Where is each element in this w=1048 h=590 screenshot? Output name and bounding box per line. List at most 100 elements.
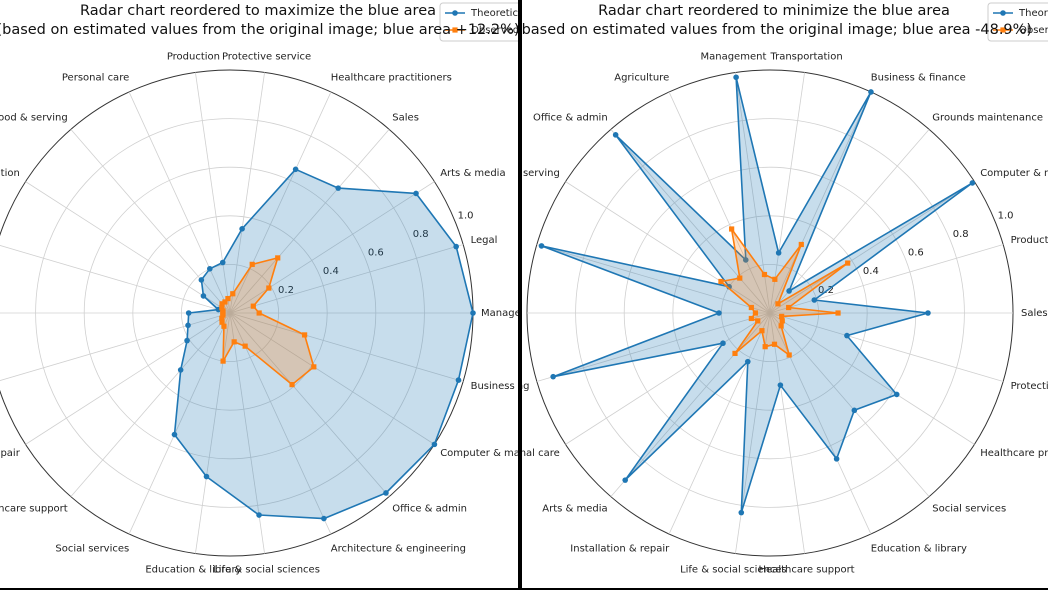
spoke: [0, 245, 231, 314]
series-marker: [833, 456, 840, 462]
series-marker: [239, 226, 245, 232]
series-marker: [798, 241, 804, 248]
spoke: [128, 91, 231, 314]
spoke: [610, 312, 771, 497]
spoke: [769, 244, 1004, 314]
category-label: Management: [700, 52, 766, 63]
spoke: [536, 312, 771, 382]
spoke: [70, 129, 231, 314]
series-marker: [219, 315, 225, 321]
series-marker: [221, 323, 227, 329]
spoke: [769, 312, 872, 535]
series-marker: [835, 310, 841, 316]
legend-marker: [452, 27, 458, 33]
category-label: Social services: [55, 544, 129, 555]
series-marker: [622, 477, 628, 483]
series-marker: [249, 261, 255, 267]
series-marker: [171, 431, 178, 438]
category-label: Food & serving: [0, 112, 68, 123]
series-marker: [716, 310, 722, 316]
series-marker: [718, 278, 724, 285]
category-label: Computer & math: [440, 448, 530, 459]
category-label: Social services: [932, 504, 1006, 515]
series-marker: [453, 243, 459, 250]
category-label: Transportation: [0, 168, 20, 179]
series-marker: [786, 352, 792, 358]
category-label: Healthcare support: [759, 564, 855, 575]
spoke: [565, 181, 771, 314]
series-marker: [321, 515, 327, 522]
radial-tick-label: 1.0: [998, 210, 1014, 221]
series-marker: [219, 319, 225, 325]
spoke: [195, 72, 231, 314]
series-marker: [292, 166, 299, 173]
spoke: [769, 72, 805, 314]
radial-tick-label: 0.4: [863, 266, 879, 277]
spoke: [229, 91, 332, 314]
panel-background: [522, 0, 1048, 588]
series-marker: [752, 310, 759, 316]
series-marker: [893, 391, 900, 398]
category-label: Life & social sciences: [213, 564, 320, 575]
category-label: Business & finance: [871, 72, 966, 83]
spoke: [610, 129, 771, 314]
category-label: Sales: [392, 112, 419, 123]
series-marker: [275, 255, 281, 261]
category-label: Legal: [471, 235, 498, 246]
series-marker: [732, 350, 738, 357]
series-marker: [207, 265, 213, 272]
legend-marker: [452, 10, 458, 16]
spoke: [536, 244, 771, 314]
series-marker: [759, 328, 765, 334]
category-label: Education & library: [145, 564, 241, 575]
series-marker: [786, 304, 792, 311]
category-label: Agriculture: [614, 72, 669, 83]
series-marker: [185, 322, 191, 329]
radial-tick-label: 0.6: [368, 248, 384, 259]
series-marker: [256, 310, 262, 316]
series-marker: [185, 310, 192, 316]
series-marker: [925, 310, 931, 316]
left-panel: Management Legal Arts & media Sales Healthca…: [0, 0, 547, 588]
series-marker: [738, 509, 745, 516]
series-marker: [720, 340, 726, 347]
chart-title: Radar chart reordered to minimize the bl…: [598, 3, 950, 19]
category-label: Production: [1011, 235, 1048, 246]
category-label: Life & social sciences: [680, 564, 787, 575]
spoke: [229, 181, 435, 314]
series-marker: [748, 315, 754, 322]
series-marker: [250, 303, 256, 309]
category-label: Architecture & engineering: [331, 544, 466, 555]
category-label: Transportation: [769, 52, 842, 63]
series-marker: [225, 295, 231, 302]
category-label: Office & admin: [533, 112, 608, 123]
radial-tick-label: 0.2: [818, 285, 834, 296]
radial-tick-label: 0.6: [908, 248, 924, 259]
spoke: [229, 312, 435, 445]
series-marker: [612, 132, 619, 138]
series-marker: [733, 74, 739, 81]
category-label: Protective service: [222, 52, 311, 63]
series-marker: [748, 304, 754, 311]
category-label: Installation & repair: [570, 544, 670, 555]
legend-marker: [1000, 10, 1006, 16]
spoke: [769, 312, 1004, 382]
series-marker: [302, 332, 308, 338]
spoke: [25, 181, 231, 314]
radial-tick-label: 0.8: [953, 229, 969, 240]
chart-subtitle: (based on estimated values from the orig…: [0, 22, 520, 38]
series-marker: [779, 318, 785, 324]
series-marker: [761, 271, 768, 278]
category-label: Food & serving: [485, 168, 560, 179]
category-label: Management: [481, 308, 547, 319]
legend-label: Theoretical: [470, 8, 527, 19]
series-marker: [742, 257, 749, 263]
spoke: [0, 312, 231, 381]
spoke: [229, 129, 390, 314]
legend-label: Theoretical: [1018, 8, 1048, 19]
spoke: [769, 312, 975, 445]
series-marker: [184, 337, 190, 344]
spoke: [195, 312, 231, 554]
series-marker: [335, 185, 342, 191]
